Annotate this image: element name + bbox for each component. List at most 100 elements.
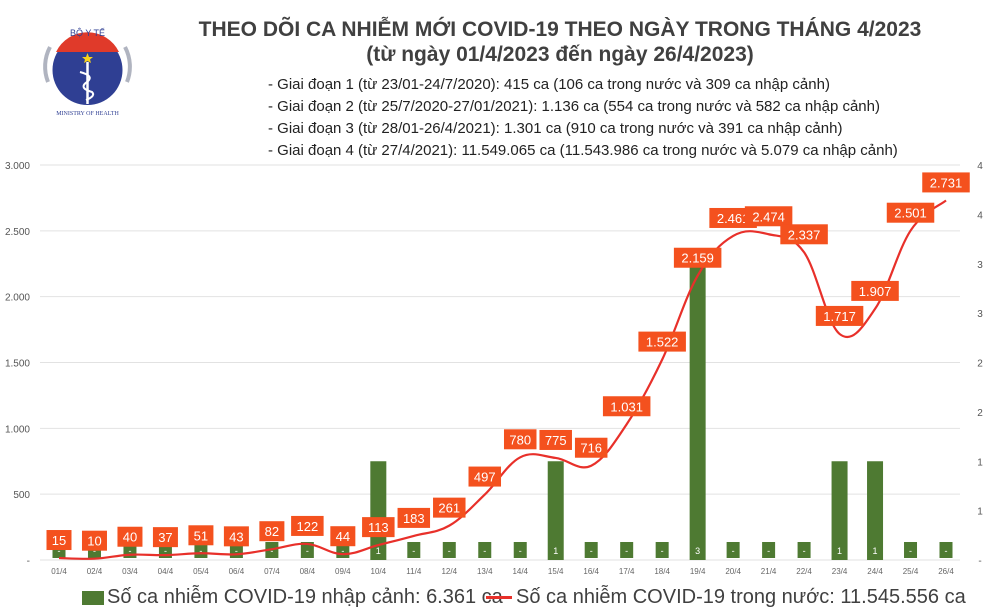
legend-item-imported: Số ca nhiễm COVID-19 nhập cảnh: 6.361 ca	[82, 586, 503, 609]
bar-imported	[407, 542, 421, 558]
bar-label: -	[625, 546, 628, 556]
data-label: 1.031	[610, 399, 643, 414]
bar-imported	[547, 461, 564, 560]
data-label: 497	[474, 470, 496, 485]
x-axis-tick: 25/4	[903, 567, 919, 576]
bar-imported	[689, 263, 706, 560]
data-label-box	[223, 526, 249, 547]
bar-label: -	[590, 546, 593, 556]
svg-text:MINISTRY OF HEALTH: MINISTRY OF HEALTH	[56, 111, 119, 117]
ministry-of-health-logo: BỘ Y TẾ MINISTRY OF HEALTH	[43, 28, 132, 117]
bar-imported	[655, 542, 669, 558]
bar-imported	[831, 461, 848, 560]
left-axis-tick: 2.500	[5, 227, 30, 238]
bar-label: -	[483, 546, 486, 556]
x-axis-tick: 08/4	[300, 567, 316, 576]
data-label: 183	[403, 511, 425, 526]
data-label-box	[815, 305, 864, 326]
bar-imported	[442, 542, 456, 558]
right-axis-tick: 1	[977, 507, 983, 518]
bar-label: -	[945, 546, 948, 556]
right-axis-tick: 2	[977, 359, 983, 370]
data-label: 780	[509, 432, 531, 447]
data-label: 44	[336, 529, 350, 544]
x-axis-tick: 21/4	[761, 567, 777, 576]
data-label: 15	[52, 533, 66, 548]
bar-label: -	[661, 546, 664, 556]
x-axis-tick: 03/4	[122, 567, 138, 576]
data-label-box	[259, 521, 285, 542]
x-axis-tick: 07/4	[264, 567, 280, 576]
data-label: 2.337	[788, 227, 821, 242]
data-label-box	[188, 525, 214, 546]
data-label-box	[886, 202, 935, 223]
phase-2-text: - Giai đoạn 2 (từ 25/7/2020-27/01/2021):…	[268, 98, 880, 115]
bar-imported	[867, 461, 884, 560]
x-axis-tick: 20/4	[725, 567, 741, 576]
legend-label-domestic: Số ca nhiễm COVID-19 trong nước: 11.545.…	[516, 586, 966, 608]
data-label: 51	[194, 528, 208, 543]
data-label: 261	[438, 501, 460, 516]
data-label: 2.501	[894, 206, 927, 221]
bar-imported	[513, 542, 527, 558]
x-axis-tick: 23/4	[832, 567, 848, 576]
bar-label: -	[412, 546, 415, 556]
left-axis-tick: 3.000	[5, 161, 30, 172]
x-axis-tick: 22/4	[796, 567, 812, 576]
data-label-box	[468, 466, 502, 487]
bar-label: -	[235, 546, 238, 556]
data-label-box	[851, 280, 899, 301]
bar-label: -	[732, 546, 735, 556]
right-axis-tick: 4	[977, 161, 983, 172]
x-axis-tick: 01/4	[51, 567, 67, 576]
bar-imported	[797, 542, 811, 558]
data-label-box	[291, 515, 324, 536]
bar-imported	[726, 542, 740, 558]
bar-label: -	[448, 546, 451, 556]
bar-label: -	[270, 546, 273, 556]
bar-imported	[300, 542, 314, 558]
svg-text:BỘ Y TẾ: BỘ Y TẾ	[70, 28, 105, 38]
legend-bar-swatch	[82, 590, 104, 605]
data-label: 1.522	[646, 335, 679, 350]
bar-label: -	[164, 546, 167, 556]
bar-imported	[584, 542, 598, 558]
data-label-box	[780, 224, 828, 245]
x-axis-tick: 06/4	[229, 567, 245, 576]
data-label-box	[362, 517, 395, 538]
legend-line-swatch	[486, 596, 512, 599]
bar-label: -	[306, 546, 309, 556]
data-label: 1.717	[823, 309, 856, 324]
right-axis-tick: 1	[977, 457, 983, 468]
data-label-box	[638, 331, 686, 352]
data-label: 37	[158, 530, 172, 545]
x-axis-tick: 09/4	[335, 567, 351, 576]
data-label-box	[433, 497, 466, 518]
data-label-box	[922, 172, 970, 193]
bar-label: -	[128, 546, 131, 556]
data-label-box	[744, 206, 793, 227]
data-label: 43	[229, 529, 243, 544]
x-axis-tick: 24/4	[867, 567, 883, 576]
x-axis-tick: 17/4	[619, 567, 635, 576]
right-axis-tick: 4	[977, 210, 983, 221]
bar-label: -	[767, 546, 770, 556]
right-axis-tick: -	[978, 556, 981, 567]
data-label: 10	[87, 534, 101, 549]
data-label: 2.731	[930, 175, 963, 190]
bar-label: 1	[873, 546, 878, 556]
data-label-box	[152, 527, 178, 548]
bar-label: 1	[837, 546, 842, 556]
x-axis-tick: 02/4	[87, 567, 103, 576]
left-axis-tick: 500	[13, 490, 30, 501]
data-label: 113	[368, 520, 389, 535]
bar-label: -	[519, 546, 522, 556]
x-axis-tick: 12/4	[441, 567, 457, 576]
right-axis-tick: 3	[977, 309, 983, 320]
data-label: 82	[265, 524, 279, 539]
bar-imported	[478, 542, 492, 558]
x-axis-tick: 18/4	[654, 567, 670, 576]
bar-label: 3	[695, 546, 700, 556]
left-axis-tick: 2.000	[5, 293, 30, 304]
x-axis-tick: 10/4	[371, 567, 387, 576]
